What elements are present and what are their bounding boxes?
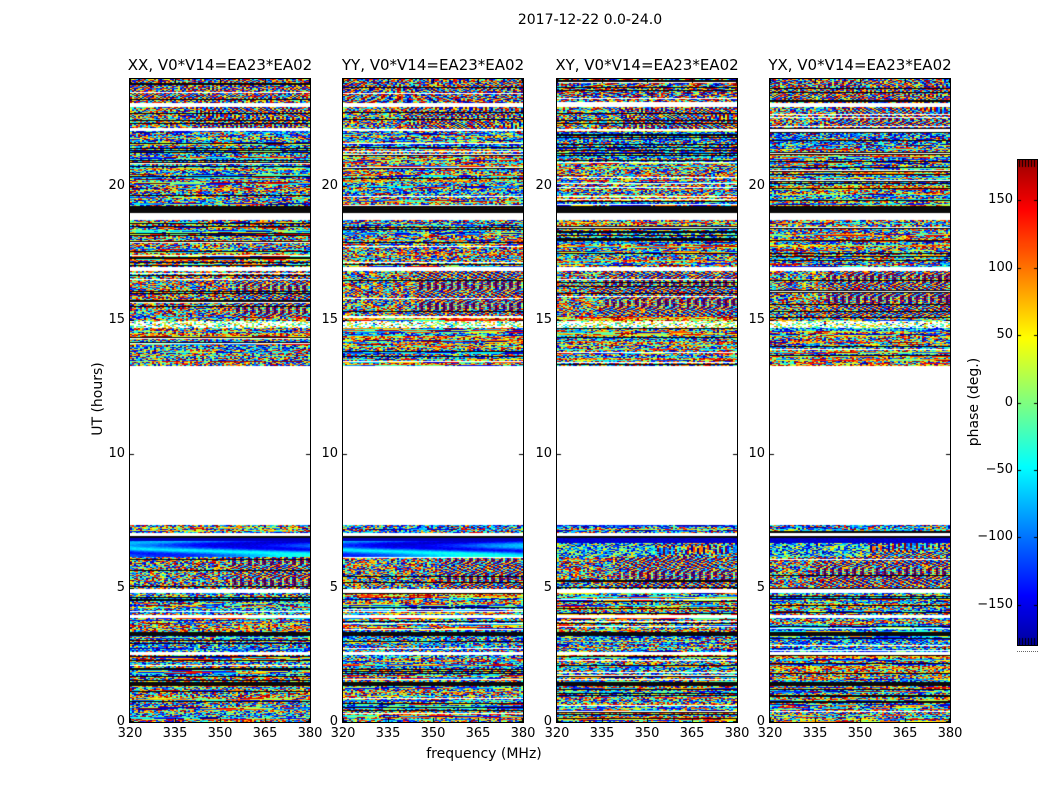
x-tick-label-335: 335	[375, 726, 401, 741]
panel-title-YY: YY, V0*V14=EA23*EA02	[341, 56, 525, 74]
colorbar-end-dots	[1017, 651, 1038, 652]
y-tick-label-20: 20	[748, 178, 765, 193]
x-tick-label-335: 335	[589, 726, 615, 741]
phase-spectrogram-XX	[129, 78, 311, 723]
colorbar-label: phase (deg.)	[966, 357, 982, 447]
y-tick-label-20: 20	[108, 178, 125, 193]
x-tick-label-350: 350	[847, 726, 873, 741]
colorbar-tick-label--150: −150	[977, 597, 1013, 612]
x-tick-label-350: 350	[420, 726, 446, 741]
panel-title-YX: YX, V0*V14=EA23*EA02	[768, 56, 952, 74]
y-tick-label-5: 5	[543, 580, 552, 595]
x-tick-label-320: 320	[117, 726, 143, 741]
x-tick-label-335: 335	[802, 726, 828, 741]
x-axis-label: frequency (MHz)	[426, 746, 542, 762]
figure-title: 2017-12-22 0.0-24.0	[517, 12, 663, 28]
panel-title-XY: XY, V0*V14=EA23*EA02	[555, 56, 739, 74]
y-axis-label: UT (hours)	[90, 362, 106, 436]
colorbar-tick-label--100: −100	[977, 529, 1013, 544]
colorbar-tick-label-0: 0	[1004, 395, 1013, 410]
y-tick-label-0: 0	[756, 714, 765, 729]
y-tick-label-20: 20	[321, 178, 338, 193]
x-tick-label-320: 320	[544, 726, 570, 741]
y-tick-label-15: 15	[321, 312, 338, 327]
colorbar-tick-label-100: 100	[988, 260, 1013, 275]
y-tick-label-15: 15	[535, 312, 552, 327]
y-tick-label-0: 0	[329, 714, 338, 729]
colorbar-gradient	[1017, 159, 1038, 646]
y-tick-label-20: 20	[535, 178, 552, 193]
colorbar-tick-label-150: 150	[988, 192, 1013, 207]
x-tick-label-380: 380	[510, 726, 536, 741]
y-tick-label-10: 10	[748, 446, 765, 461]
x-tick-label-380: 380	[297, 726, 323, 741]
x-tick-label-380: 380	[937, 726, 963, 741]
y-tick-label-0: 0	[116, 714, 125, 729]
x-tick-label-350: 350	[207, 726, 233, 741]
y-tick-label-5: 5	[329, 580, 338, 595]
y-tick-label-0: 0	[543, 714, 552, 729]
phase-spectrogram-YY	[342, 78, 524, 723]
x-tick-label-350: 350	[634, 726, 660, 741]
phase-spectrogram-XY	[556, 78, 738, 723]
x-tick-label-320: 320	[757, 726, 783, 741]
y-tick-label-10: 10	[321, 446, 338, 461]
y-tick-label-5: 5	[756, 580, 765, 595]
y-tick-label-10: 10	[535, 446, 552, 461]
x-tick-label-380: 380	[724, 726, 750, 741]
x-tick-label-335: 335	[162, 726, 188, 741]
x-tick-label-320: 320	[330, 726, 356, 741]
y-tick-label-10: 10	[108, 446, 125, 461]
x-tick-label-365: 365	[465, 726, 491, 741]
x-tick-label-365: 365	[252, 726, 278, 741]
colorbar-tick-label--50: −50	[985, 462, 1013, 477]
panel-title-XX: XX, V0*V14=EA23*EA02	[127, 56, 313, 74]
y-tick-label-15: 15	[748, 312, 765, 327]
x-tick-label-365: 365	[892, 726, 918, 741]
y-tick-label-15: 15	[108, 312, 125, 327]
y-tick-label-5: 5	[116, 580, 125, 595]
colorbar-tick-label-50: 50	[996, 327, 1013, 342]
x-tick-label-365: 365	[679, 726, 705, 741]
phase-spectrogram-YX	[769, 78, 951, 723]
